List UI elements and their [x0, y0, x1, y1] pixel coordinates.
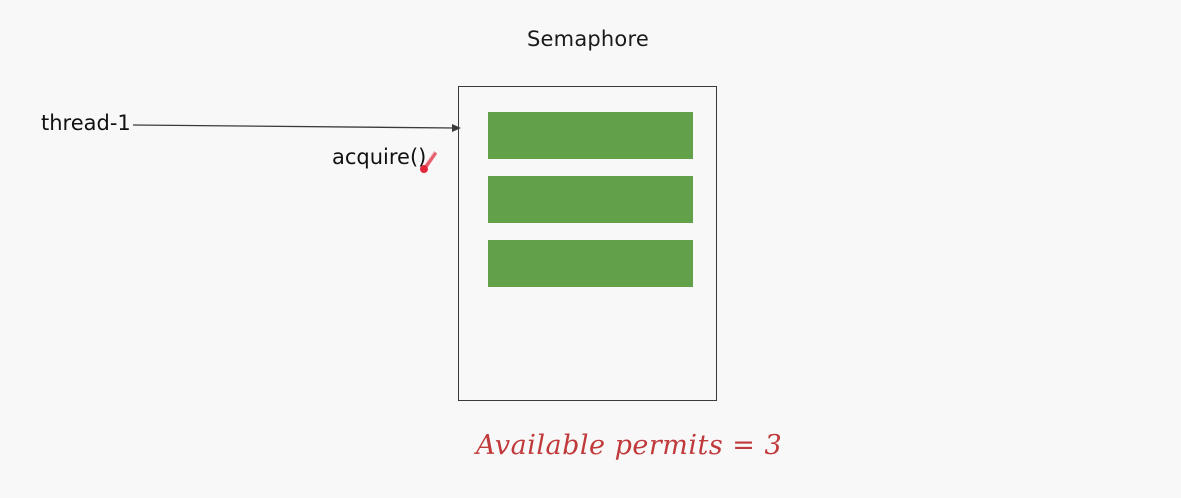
thread-label: thread-1	[41, 111, 131, 135]
available-permits-label: Available permits = 3	[476, 430, 783, 461]
acquire-call-label: acquire()	[332, 145, 427, 169]
semaphore-title: Semaphore	[527, 27, 649, 51]
permit-block	[488, 240, 693, 287]
permit-block	[488, 112, 693, 159]
thread-arrow-line	[132, 124, 456, 129]
laser-pen-cursor-icon	[420, 151, 437, 173]
semaphore-box	[458, 86, 717, 401]
permit-block	[488, 176, 693, 223]
